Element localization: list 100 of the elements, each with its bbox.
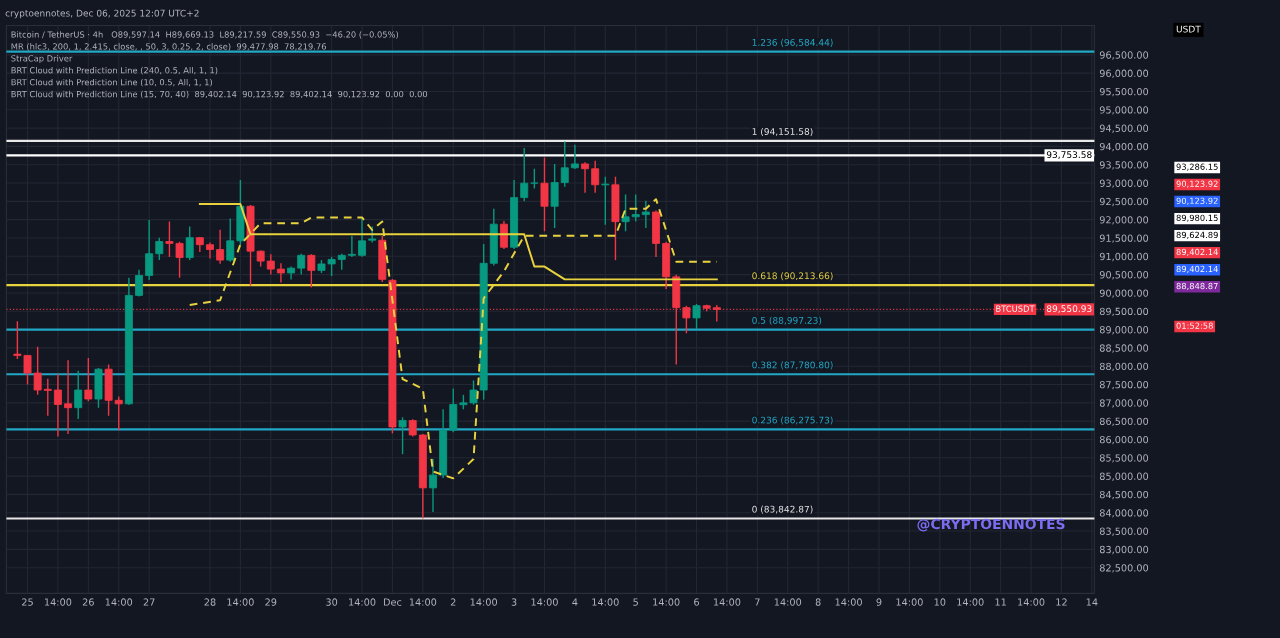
candlestick: [520, 147, 529, 203]
ref-line-label: 0.5 (88,997.23): [752, 316, 822, 325]
y-tick-label: 84,500.00: [1099, 490, 1149, 500]
candlestick: [114, 395, 123, 431]
x-tick-label: 28: [204, 598, 216, 606]
candlestick: [570, 143, 579, 170]
candlestick: [621, 193, 630, 232]
candlestick: [155, 236, 164, 261]
x-tick-label: 26: [82, 598, 94, 606]
candlestick: [226, 217, 235, 263]
ref-line-label: 89,550.93: [1046, 305, 1092, 313]
x-tick-label: 14:00: [470, 598, 498, 606]
x-tick-label: 4: [572, 598, 578, 606]
y-tick-label: 87,500.00: [1099, 381, 1149, 390]
ref-line-label: 0 (83,842.87): [752, 505, 813, 514]
y-tick-label: 84,000.00: [1099, 509, 1149, 518]
candlestick: [145, 219, 154, 281]
candlestick: [216, 228, 225, 265]
x-tick-label: 10: [934, 598, 946, 606]
candlestick: [540, 156, 549, 232]
text: USDT: [1176, 25, 1201, 33]
x-tick-label: 14:00: [957, 598, 984, 606]
candlestick: [74, 370, 83, 420]
ref-line-label: 1.236 (96,584.44): [752, 38, 833, 47]
ref-line-label: 0.236 (86,275.73): [752, 416, 833, 425]
y-tick-label: 89,000.00: [1099, 326, 1149, 335]
text: 93,286.15: [1176, 163, 1218, 171]
candlestick: [631, 193, 640, 223]
chart-subtitle: cryptoennotes, Dec 06, 2025 12:07 UTC+2: [5, 9, 199, 19]
x-tick-label: 11: [995, 598, 1006, 606]
y-tick-label: 86,500.00: [1099, 417, 1149, 426]
candlestick: [398, 416, 407, 455]
y-tick-label: 96,500.00: [1099, 51, 1149, 60]
x-tick-label: 12: [1056, 598, 1067, 606]
x-tick-label: 6: [694, 598, 700, 606]
candlestick: [266, 253, 275, 276]
candlestick: [135, 269, 143, 298]
x-tick-label: 14:00: [714, 598, 741, 606]
y-tick-label: 95,500.00: [1099, 87, 1149, 97]
y-tick-label: 91,000.00: [1099, 252, 1149, 262]
annotation: @CRYPTOENNOTES: [917, 518, 1065, 532]
x-tick-label: 14:00: [835, 598, 862, 606]
candlestick: [601, 176, 610, 226]
candlestick: [276, 262, 285, 284]
y-tick-label: 94,000.00: [1099, 142, 1149, 152]
candlestick: [307, 253, 316, 289]
candlestick: [429, 458, 437, 513]
y-tick-label: 88,000.00: [1099, 362, 1149, 372]
candlestick: [297, 253, 306, 276]
y-tick-label: 96,000.00: [1099, 69, 1149, 78]
candlestick: [43, 378, 52, 417]
y-tick-label: 89,500.00: [1099, 307, 1149, 317]
x-tick-label: 9: [876, 598, 882, 606]
x-tick-label: 14:00: [896, 598, 923, 606]
text: 90,123.92: [1176, 197, 1218, 205]
ref-line-label: 0.618 (90,213.66): [752, 272, 833, 281]
text: 89,402.14: [1176, 248, 1218, 256]
y-tick-label: 93,500.00: [1099, 161, 1149, 170]
x-tick-label: 5: [633, 598, 638, 606]
candlestick: [53, 373, 62, 438]
y-tick-label: 82,500.00: [1099, 564, 1149, 573]
ref-line-label: 0.382 (87,780.80): [752, 361, 833, 370]
x-tick-label: 7: [755, 598, 760, 606]
candlestick: [550, 163, 559, 229]
x-tick-label: 14: [1086, 598, 1098, 606]
y-tick-label: 91,500.00: [1099, 234, 1149, 243]
x-tick-label: 14:00: [409, 598, 437, 606]
x-tick-label: 14:00: [44, 598, 72, 606]
candlestick: [185, 225, 194, 261]
text: 88,848.87: [1176, 282, 1218, 290]
y-tick-label: 93,000.00: [1099, 179, 1149, 188]
x-tick-label: 14:00: [349, 598, 376, 606]
text: 01:52:58: [1176, 322, 1213, 329]
annotation: BRT Cloud with Prediction Line (240, 0.5, All, 1, 1): [11, 66, 218, 75]
candlestick: [692, 303, 701, 330]
annotation: StraCap Driver: [11, 55, 73, 64]
y-tick-label: 92,500.00: [1099, 197, 1149, 207]
text: 89,402.14: [1176, 265, 1218, 273]
x-tick-label: 25: [22, 598, 33, 606]
candlestick: [64, 359, 73, 435]
x-tick-label: 14:00: [774, 598, 802, 606]
ref-line-label: 1 (94,151.58): [752, 127, 813, 136]
y-tick-label: 85,000.00: [1099, 472, 1149, 481]
y-tick-label: 90,000.00: [1099, 289, 1149, 298]
x-tick-label: 2: [450, 598, 456, 606]
x-tick-label: 14:00: [592, 598, 619, 606]
text: 89,980.15: [1176, 214, 1218, 222]
x-tick-label: 14:00: [531, 598, 558, 606]
y-tick-label: 87,000.00: [1099, 399, 1149, 408]
x-tick-label: 14:00: [1018, 598, 1045, 606]
annotation: BRT Cloud with Prediction Line (10, 0.5, All, 1, 1): [11, 78, 212, 87]
y-tick-label: 88,500.00: [1099, 344, 1149, 353]
x-tick-label: Dec: [383, 598, 402, 606]
x-tick-label: 29: [265, 598, 277, 606]
y-tick-label: 83,500.00: [1099, 527, 1149, 536]
y-tick-label: 86,000.00: [1099, 435, 1149, 445]
ref-line-label: 93,753.58: [1046, 151, 1092, 159]
text: 89,624.89: [1176, 231, 1218, 239]
annotation: BRT Cloud with Prediction Line (15, 70, 40) 89,402.14 90,123.92 89,402.14 90,123.92 0.00 0.00: [11, 90, 428, 99]
candlestick: [581, 161, 589, 194]
